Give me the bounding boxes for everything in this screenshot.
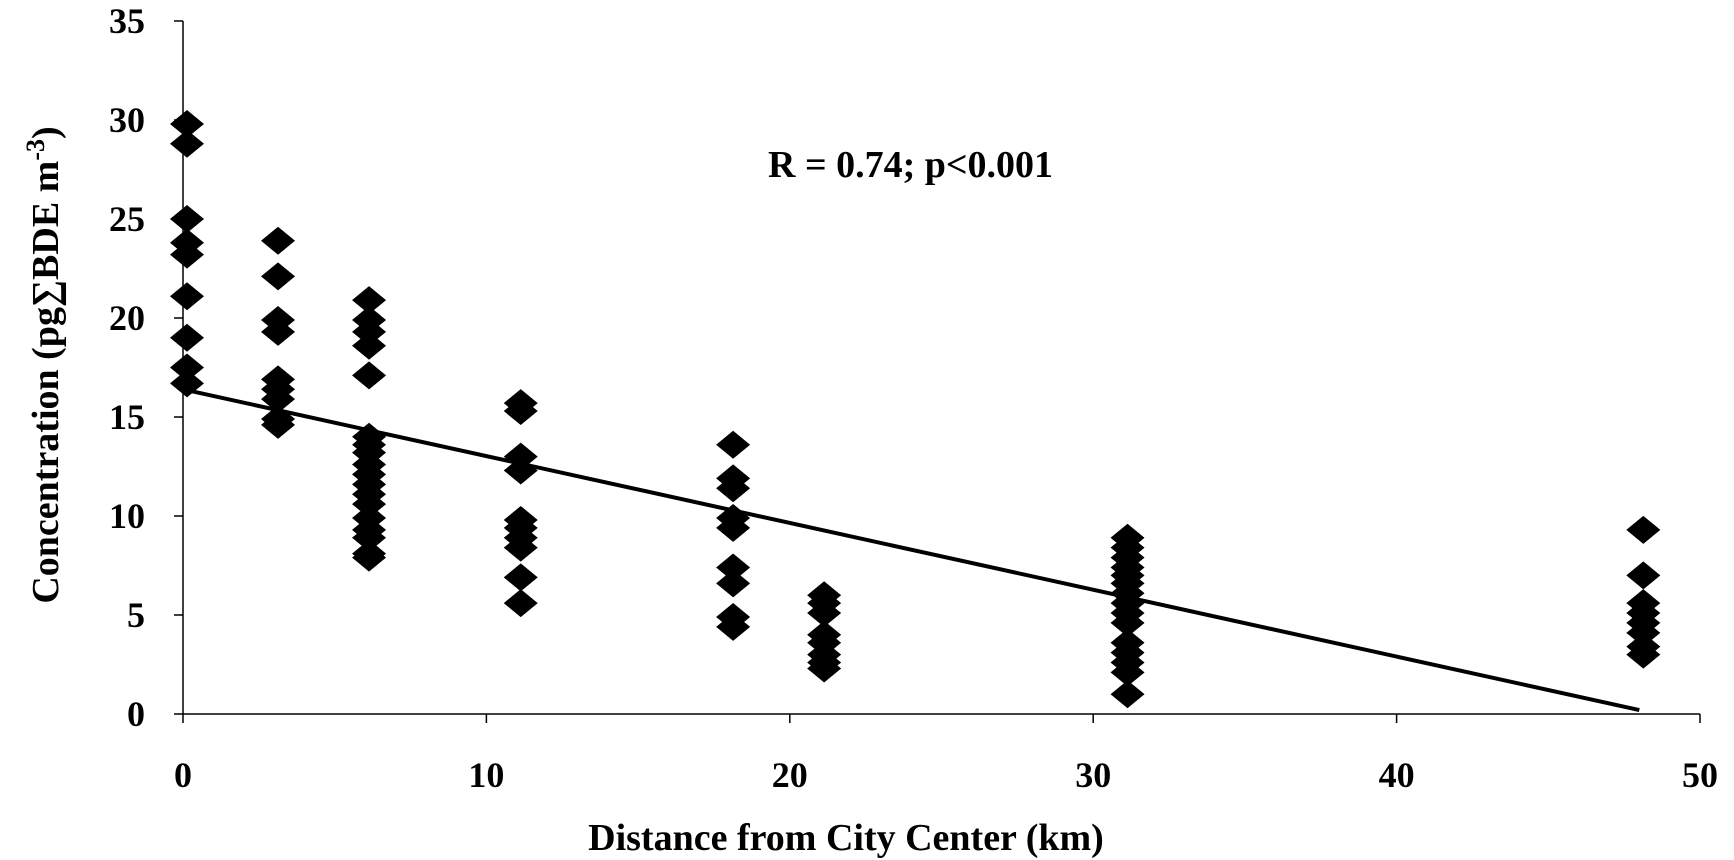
data-point [716,612,751,641]
data-point [1626,640,1661,669]
data-point [352,286,387,315]
data-point [170,240,204,269]
data-point [352,331,387,360]
y-axis-title: Concentration (pg∑BDE m-3) [21,126,68,603]
data-point [716,430,751,459]
data-point [170,369,204,398]
x-tick-labels: 0 10 20 30 40 50 [174,755,1718,795]
data-point [170,353,204,382]
data-point [352,361,387,390]
data-point [261,226,296,255]
y-tick-label: 20 [109,298,145,338]
data-point [1626,515,1661,544]
y-tick-labels: 0 5 10 15 20 25 30 35 [109,1,145,734]
data-point [352,523,387,552]
data-point [807,599,842,628]
x-tick-label: 10 [468,755,504,795]
data-point [503,397,538,426]
y-tick-label: 35 [109,1,145,41]
data-point [261,262,296,291]
trendline [182,387,1640,712]
axes [174,20,1701,723]
data-point [170,129,204,158]
data-point [261,317,296,346]
data-point [261,410,296,439]
data-point [503,456,538,485]
y-tick-label: 15 [109,397,145,437]
data-point [170,109,204,138]
y-tick-label: 25 [109,199,145,239]
data-point [352,543,387,572]
y-axis-title-suffix: ) [25,126,67,139]
x-axis-title: Distance from City Center (km) [588,817,1104,859]
trendline-group [182,387,1640,712]
data-point [716,513,751,542]
x-tick-label: 20 [772,755,808,795]
y-tick-label: 10 [109,496,145,536]
data-point [1110,658,1145,687]
data-point [261,385,296,414]
data-point [170,282,204,311]
data-points [170,109,1661,709]
y-axis-title-main: Concentration (pg∑BDE m [25,161,67,604]
data-point [716,553,751,582]
y-tick-label: 30 [109,100,145,140]
y-tick-label: 0 [127,694,145,734]
x-tick-label: 50 [1682,755,1718,795]
x-tick-label: 40 [1379,755,1415,795]
data-point [716,569,751,598]
x-tick-label: 0 [174,755,192,795]
data-point [503,589,538,618]
x-tick-label: 30 [1075,755,1111,795]
data-point [1110,680,1145,709]
y-tick-label: 5 [127,595,145,635]
y-axis-title-superscript: -3 [21,139,50,161]
data-point [1110,608,1145,637]
correlation-annotation: R = 0.74; p<0.001 [768,144,1053,186]
data-point [170,323,204,352]
data-point [807,654,842,683]
data-point [716,474,751,503]
data-point [503,533,538,562]
data-point [170,205,204,233]
data-point [503,563,538,592]
data-point [1626,561,1661,590]
